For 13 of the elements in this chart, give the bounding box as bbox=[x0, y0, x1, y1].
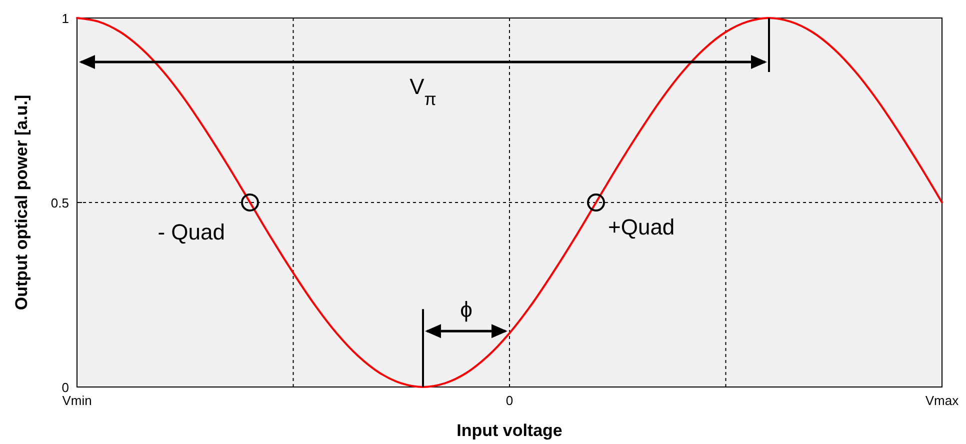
x-tick-label: 0 bbox=[506, 393, 514, 408]
y-tick-label: 0 bbox=[62, 380, 69, 395]
y-tick-label: 0.5 bbox=[50, 196, 69, 210]
x-tick-label: Vmin bbox=[62, 393, 92, 408]
annotation: V$_{π}$ bbox=[410, 74, 436, 109]
x-tick-label: Vmax bbox=[925, 393, 960, 408]
line-series bbox=[76, 17, 943, 388]
annotation: +Quad bbox=[608, 214, 675, 240]
x-axis-title: Input voltage bbox=[456, 421, 562, 440]
annotation: - Quad bbox=[158, 220, 225, 244]
annotation: ϕ bbox=[460, 297, 472, 322]
y-axis-title: Output optical power [a.u.] bbox=[12, 94, 31, 310]
y-tick-label: 1 bbox=[62, 11, 69, 26]
